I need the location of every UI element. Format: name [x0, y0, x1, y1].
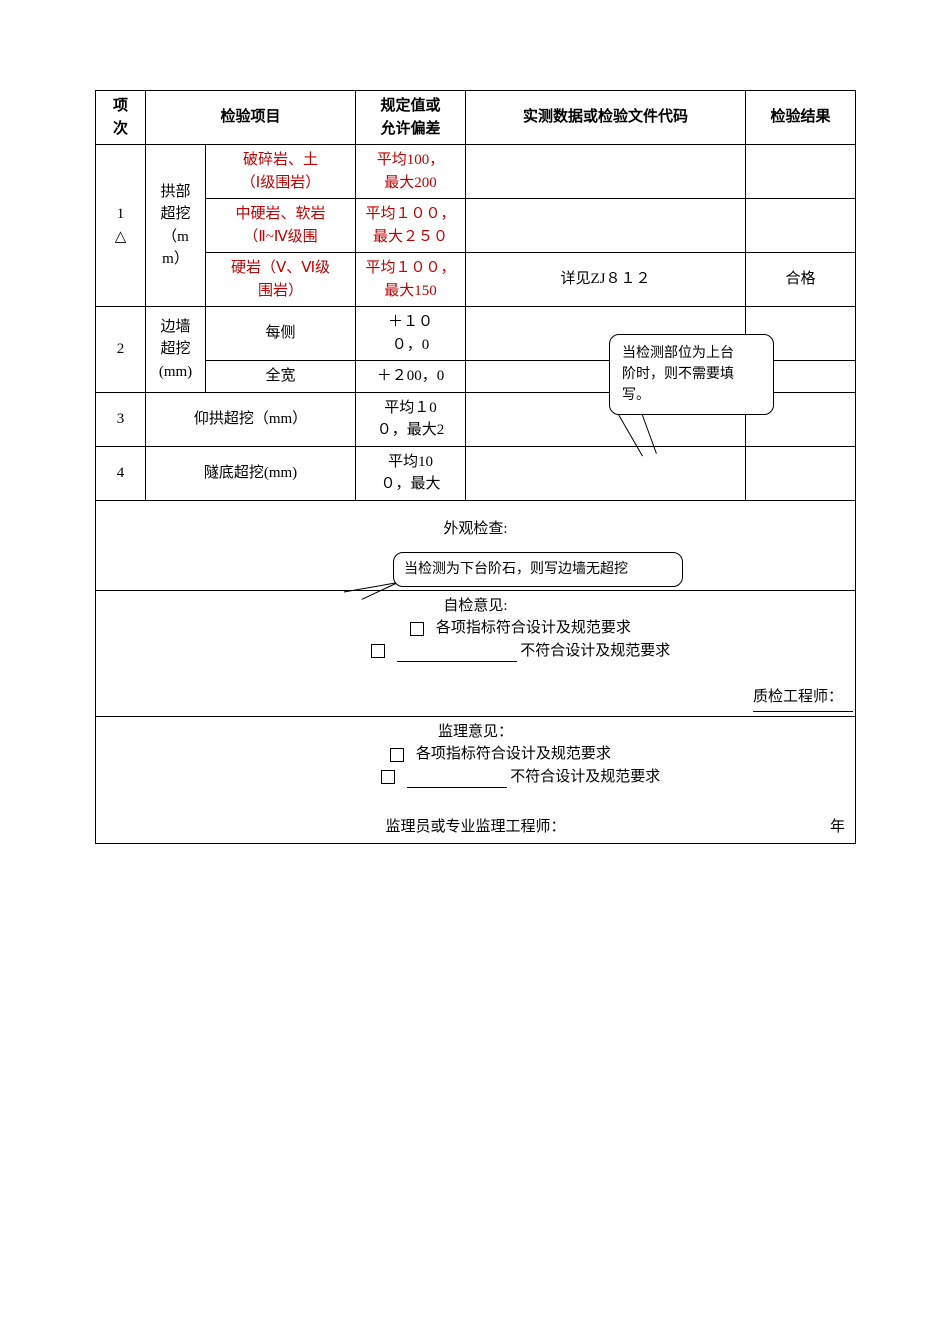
r1-num: 1 △: [96, 145, 146, 307]
r1b-data: [466, 199, 746, 253]
r3-spec: 平均１0 ０，最大2: [356, 392, 466, 446]
checkbox-icon[interactable]: [381, 770, 395, 784]
hdr-spec: 规定值或 允许偏差: [356, 91, 466, 145]
row-4: 4 隧底超挖(mm) 平均10 ０，最大: [96, 446, 856, 500]
table-header-row: 项 次 检验项目 规定值或 允许偏差 实测数据或检验文件代码 检验结果: [96, 91, 856, 145]
appearance-label: 外观检查:: [98, 518, 853, 541]
supervise-label: 监理意见：: [98, 721, 853, 744]
r1c-data: 详见ZJ８１２: [466, 253, 746, 307]
r2a-spec: ＋１０ ０，0: [356, 307, 466, 361]
r4-spec: 平均10 ０，最大: [356, 446, 466, 500]
r2a-name: 每侧: [206, 307, 356, 361]
r2b-spec: ＋２00，0: [356, 361, 466, 393]
r4-num: 4: [96, 446, 146, 500]
self-check-row: 自检意见: 各项指标符合设计及规范要求 不符合设计及规范要求 质检工程师：: [96, 590, 856, 716]
supervise-opt1: 各项指标符合设计及规范要求: [416, 746, 611, 762]
hdr-result: 检验结果: [746, 91, 856, 145]
r1-group: 拱部 超挖 （m m）: [146, 145, 206, 307]
checkbox-icon[interactable]: [371, 644, 385, 658]
r3-name: 仰拱超挖（mm）: [146, 392, 356, 446]
self-check-opt2: 不符合设计及规范要求: [520, 643, 670, 659]
r1c-spec: 平均１００， 最大150: [356, 253, 466, 307]
r1b-result: [746, 199, 856, 253]
supervise-blank[interactable]: [407, 770, 507, 788]
hdr-data: 实测数据或检验文件代码: [466, 91, 746, 145]
callout-1-text: 当检测部位为上台 阶时，则不需要填 写。: [622, 346, 734, 403]
r4-data: [466, 446, 746, 500]
row-1a: 1 △ 拱部 超挖 （m m） 破碎岩、土 （Ⅰ级围岩） 平均100， 最大20…: [96, 145, 856, 199]
r1b-name: 中硬岩、软岩 （Ⅱ~Ⅳ级围: [206, 199, 356, 253]
r2-num: 2: [96, 307, 146, 393]
callout-bubble-1: 当检测部位为上台 阶时，则不需要填 写。: [609, 334, 774, 415]
r1c-result: 合格: [746, 253, 856, 307]
r2-group: 边墙 超挖 (mm): [146, 307, 206, 393]
r4-name: 隧底超挖(mm): [146, 446, 356, 500]
supervise-opt2: 不符合设计及规范要求: [510, 769, 660, 785]
self-check-signer: 质检工程师：: [753, 686, 853, 712]
checkbox-icon[interactable]: [390, 748, 404, 762]
row-1c: 硬岩（Ⅴ、Ⅵ级 围岩） 平均１００， 最大150 详见ZJ８１２ 合格: [96, 253, 856, 307]
self-check-blank[interactable]: [397, 644, 517, 662]
r4-result: [746, 446, 856, 500]
hdr-inspect-item: 检验项目: [146, 91, 356, 145]
appearance-row: 外观检查: 洞顶无浮石。 当检测为下台阶石，则写边墙无超挖: [96, 500, 856, 590]
r1c-name: 硬岩（Ⅴ、Ⅵ级 围岩）: [206, 253, 356, 307]
supervise-year: 年: [830, 816, 845, 839]
r1a-spec: 平均100， 最大200: [356, 145, 466, 199]
supervise-signer: 监理员或专业监理工程师：: [386, 816, 566, 839]
callout-2-text: 当检测为下台阶石，则写边墙无超挖: [404, 562, 628, 577]
inspection-table: 项 次 检验项目 规定值或 允许偏差 实测数据或检验文件代码 检验结果 1 △ …: [95, 90, 856, 844]
r1a-data: [466, 145, 746, 199]
callout-bubble-2: 当检测为下台阶石，则写边墙无超挖: [393, 552, 683, 587]
r1a-result: [746, 145, 856, 199]
self-check-label: 自检意见:: [98, 595, 853, 618]
hdr-item-no: 项 次: [96, 91, 146, 145]
r3-num: 3: [96, 392, 146, 446]
checkbox-icon[interactable]: [410, 622, 424, 636]
self-check-opt1: 各项指标符合设计及规范要求: [436, 620, 631, 636]
r1b-spec: 平均１００， 最大２５０: [356, 199, 466, 253]
r2b-name: 全宽: [206, 361, 356, 393]
row-1b: 中硬岩、软岩 （Ⅱ~Ⅳ级围 平均１００， 最大２５０: [96, 199, 856, 253]
r1a-name: 破碎岩、土 （Ⅰ级围岩）: [206, 145, 356, 199]
supervise-row: 监理意见： 各项指标符合设计及规范要求 不符合设计及规范要求 监理员或专业监理工…: [96, 716, 856, 843]
